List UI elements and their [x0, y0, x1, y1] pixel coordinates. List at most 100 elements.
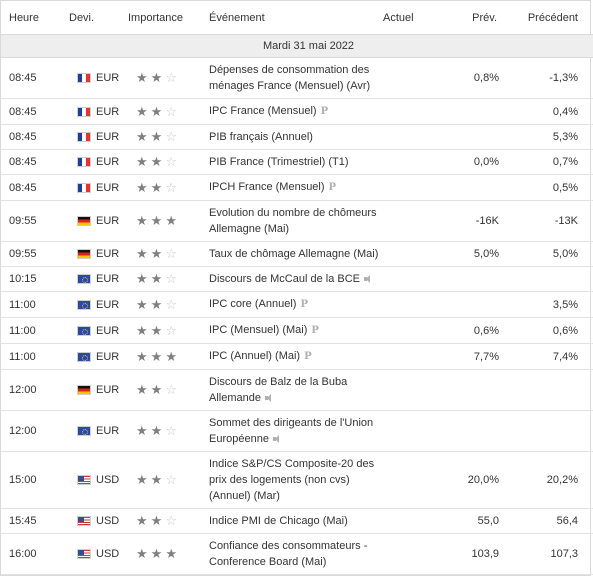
event-previous: 5,0%: [503, 241, 593, 267]
star-empty-icon: ☆: [165, 472, 180, 487]
event-name-link[interactable]: Discours de Balz de la Buba Allemande: [209, 376, 348, 404]
event-time: 15:45: [1, 508, 69, 534]
table-row[interactable]: 09:55 EUR ★★★ Evolution du nombre de chômeu…: [1, 200, 593, 242]
event-name-link[interactable]: Indice S&P/CS Composite-20 des prix des …: [209, 458, 375, 502]
star-filled-icon: ★: [136, 213, 151, 228]
event-name-link[interactable]: Discours de McCaul de la BCE: [209, 273, 361, 285]
star-empty-icon: ☆: [165, 103, 180, 119]
preliminary-icon: P: [328, 182, 337, 193]
currency-wrapper: EUR: [69, 180, 128, 196]
event-time: 08:45: [1, 149, 69, 175]
event-cell: Taux de chômage Allemagne (Mai): [209, 241, 383, 267]
table-row[interactable]: 15:00 USD ★★☆ Indice S&P/CS Composite-20 de…: [1, 451, 593, 509]
table-row[interactable]: 15:45 USD ★★☆ Indice PMI de Chicago (Mai) 55…: [1, 508, 593, 534]
event-currency-cell: EUR: [69, 57, 128, 99]
table-row[interactable]: 08:45 EUR ★★☆ IPCH France (Mensuel) P 0,5%: [1, 174, 593, 201]
table-row[interactable]: 16:00 USD ★★★ Confiance des consommateurs -…: [1, 533, 593, 575]
col-header-event[interactable]: Événement: [209, 1, 383, 35]
event-currency: EUR: [96, 324, 120, 337]
star-filled-icon: ★: [165, 546, 180, 561]
table-row[interactable]: 08:45 EUR ★★☆ PIB France (Trimestriel) (T1)…: [1, 149, 593, 175]
star-filled-icon: ★: [150, 348, 166, 364]
event-actual: [383, 57, 429, 99]
event-name-link[interactable]: IPC core (Annuel): [209, 298, 297, 310]
event-name-link[interactable]: IPCH France (Mensuel): [209, 181, 325, 193]
flag-eu-icon: [77, 299, 91, 310]
event-currency: USD: [96, 474, 120, 486]
currency-wrapper: EUR: [69, 104, 128, 120]
currency-wrapper: EUR: [69, 213, 128, 229]
event-forecast: -16K: [429, 200, 503, 242]
importance-stars: ★★☆: [128, 174, 209, 201]
event-name-link[interactable]: Dépenses de consommation des ménages Fra…: [209, 64, 371, 92]
table-row[interactable]: 12:00 EUR ★★☆ Discours de Balz de la Buba A…: [1, 369, 593, 411]
event-previous: -1,3%: [503, 57, 593, 99]
event-currency: USD: [96, 515, 120, 527]
star-filled-icon: ★: [136, 546, 151, 561]
col-header-time[interactable]: Heure: [1, 1, 69, 35]
flag-france-icon: [77, 132, 91, 142]
event-actual: [383, 508, 429, 534]
col-header-previous[interactable]: Précédent: [503, 1, 593, 35]
star-filled-icon: ★: [136, 179, 151, 195]
star-filled-icon: ★: [136, 154, 151, 169]
table-row[interactable]: 08:45 EUR ★★☆ Dépenses de consommation des …: [1, 57, 593, 99]
event-name-link[interactable]: Evolution du nombre de chômeurs Allemagn…: [209, 207, 377, 235]
event-name-link[interactable]: Indice PMI de Chicago (Mai): [209, 515, 348, 527]
importance-stars: ★★☆: [128, 369, 209, 411]
event-name-link[interactable]: PIB France (Trimestriel) (T1): [209, 156, 349, 168]
col-header-actual[interactable]: Actuel: [383, 1, 429, 35]
currency-wrapper: EUR: [69, 323, 128, 339]
table-row[interactable]: 11:00 EUR ★★☆ IPC core (Annuel) P 3,5%: [1, 291, 593, 318]
col-header-currency[interactable]: Devi.: [69, 1, 128, 35]
table-row[interactable]: 08:45 EUR ★★☆ PIB français (Annuel) 5,3%: [1, 124, 593, 150]
event-currency: EUR: [96, 181, 120, 194]
event-forecast: 0,8%: [429, 57, 503, 99]
event-previous: [503, 369, 593, 411]
event-name-link[interactable]: Taux de chômage Allemagne (Mai): [209, 248, 379, 260]
col-header-importance[interactable]: Importance: [128, 1, 209, 35]
flag-eu-icon: [77, 325, 91, 336]
event-previous: 20,2%: [503, 451, 593, 509]
event-forecast: 55,0: [429, 508, 503, 534]
preliminary-icon: P: [311, 325, 319, 336]
event-name-link[interactable]: IPC (Annuel) (Mai): [209, 350, 301, 362]
event-name-link[interactable]: Sommet des dirigeants de l'Union Europée…: [209, 417, 374, 445]
event-name-link[interactable]: IPC (Mensuel) (Mai): [209, 324, 308, 336]
importance-stars: ★★☆: [128, 451, 209, 509]
preliminary-icon: P: [300, 299, 308, 310]
event-name-link[interactable]: PIB français (Annuel): [209, 131, 313, 143]
event-previous: -13K: [503, 200, 593, 242]
event-currency: USD: [96, 548, 120, 560]
event-currency: EUR: [96, 248, 120, 260]
star-empty-icon: ☆: [165, 423, 180, 438]
table-row[interactable]: 08:45 EUR ★★☆ IPC France (Mensuel) P 0,4%: [1, 98, 593, 125]
star-filled-icon: ★: [165, 348, 180, 364]
event-forecast: 103,9: [429, 533, 503, 575]
importance-stars: ★★☆: [128, 317, 209, 344]
event-previous: [503, 410, 593, 452]
currency-wrapper: EUR: [69, 349, 128, 365]
event-forecast: [429, 410, 503, 452]
event-name-link[interactable]: Confiance des consommateurs - Conference…: [209, 540, 368, 568]
star-filled-icon: ★: [150, 382, 166, 397]
event-previous: 107,3: [503, 533, 593, 575]
star-filled-icon: ★: [136, 246, 151, 261]
event-name-link[interactable]: IPC France (Mensuel): [209, 105, 317, 117]
star-filled-icon: ★: [136, 103, 151, 119]
col-header-forecast[interactable]: Prév.: [429, 1, 503, 35]
table-row[interactable]: 11:00 EUR ★★★ IPC (Annuel) (Mai) P 7,7% 7,4%: [1, 343, 593, 370]
currency-wrapper: USD: [69, 513, 128, 529]
table-row[interactable]: 10:15 EUR ★★☆ Discours de McCaul de la BCE: [1, 266, 593, 292]
event-currency-cell: EUR: [69, 98, 128, 125]
table-row[interactable]: 09:55 EUR ★★☆ Taux de chômage Allemagne (Ma…: [1, 241, 593, 267]
table-row[interactable]: 11:00 EUR ★★☆ IPC (Mensuel) (Mai) P 0,6% 0,6%: [1, 317, 593, 344]
star-filled-icon: ★: [150, 546, 166, 561]
flag-eu-icon: [77, 426, 91, 436]
event-cell: Indice S&P/CS Composite-20 des prix des …: [209, 451, 383, 509]
event-previous: 0,7%: [503, 149, 593, 175]
table-row[interactable]: 12:00 EUR ★★☆ Sommet des dirigeants de l'Un…: [1, 410, 593, 452]
event-forecast: [429, 369, 503, 411]
event-actual: [383, 124, 429, 150]
event-cell: IPC core (Annuel) P: [209, 291, 383, 318]
